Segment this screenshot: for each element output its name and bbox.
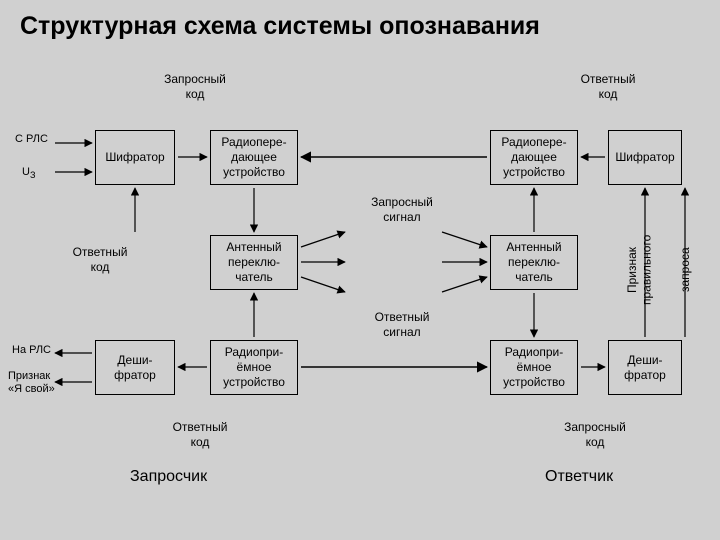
box-radioperedayushee-left: Радиопере-дающееустройство (210, 130, 298, 185)
box-deshifrator-left: Деши-фратор (95, 340, 175, 395)
box-shifrator-right: Шифратор (608, 130, 682, 185)
box-deshifrator-right: Деши-фратор (608, 340, 682, 395)
box-radiopriemnoe-right: Радиопри-ёмноеустройство (490, 340, 578, 395)
page-title: Структурная схема системы опознавания (20, 12, 540, 41)
label-s-rls: С РЛС (15, 133, 48, 146)
label-u3-sub: З (30, 170, 36, 180)
label-otvet-code-left: Ответныйкод (60, 245, 140, 275)
label-u3-letter: U (22, 166, 30, 178)
box-antennyy-left: Антенныйпереклю-чатель (210, 235, 298, 290)
label-zapros-code-top: Запросныйкод (155, 72, 235, 102)
label-zaproschik: Запросчик (130, 468, 207, 486)
label-zapros-signal: Запросныйсигнал (362, 195, 442, 225)
label-otvet-code-bottom-left: Ответныйкод (160, 420, 240, 450)
box-radiopriemnoe-left: Радиопри-ёмноеустройство (210, 340, 298, 395)
label-ya-svoy: Признак«Я свой» (8, 370, 68, 396)
label-otvet-signal: Ответныйсигнал (362, 310, 442, 340)
label-otvet-code-top: Ответныйкод (568, 72, 648, 102)
label-u3: UЗ (22, 166, 35, 181)
label-na-rls: На РЛС (12, 344, 51, 357)
label-otvetchik: Ответчик (545, 468, 613, 486)
box-shifrator-left: Шифратор (95, 130, 175, 185)
box-radioperedayushee-right: Радиопере-дающееустройство (490, 130, 578, 185)
label-zapros-code-bottom-right: Запросныйкод (555, 420, 635, 450)
label-priznak-pravilnogo: Признакправильного (625, 225, 654, 315)
box-antennyy-right: Антенныйпереклю-чатель (490, 235, 578, 290)
label-zaprosa: запроса (678, 240, 692, 300)
diagram-root: Структурная схема системы опознавания За… (0, 0, 720, 540)
